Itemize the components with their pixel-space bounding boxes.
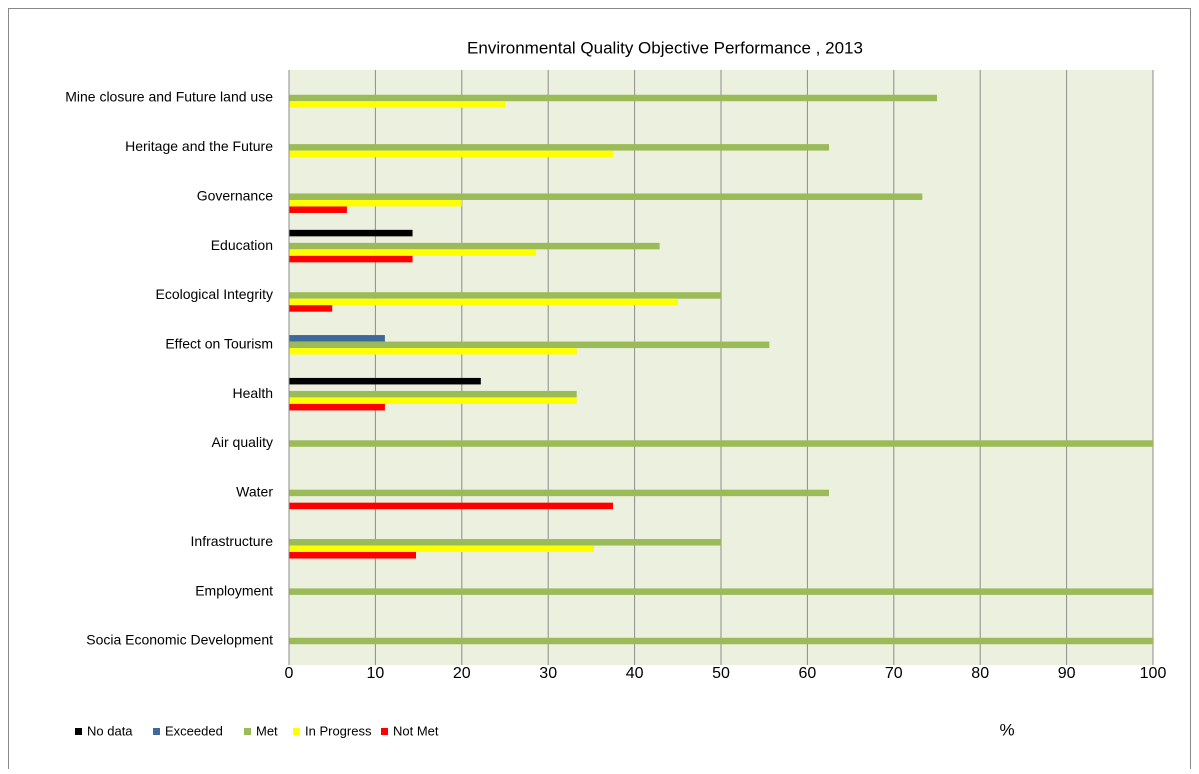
x-tick-label: 40 <box>626 665 644 682</box>
bar <box>289 341 770 349</box>
x-tick-label: 10 <box>367 665 385 682</box>
bar <box>289 199 462 207</box>
x-tick-label: 60 <box>799 665 817 682</box>
bar <box>289 229 413 237</box>
legend-swatch <box>381 728 388 735</box>
bar <box>289 440 1153 447</box>
legend-swatch <box>244 728 251 735</box>
y-tick-label: Employment <box>195 582 273 598</box>
bar <box>289 249 537 256</box>
bar <box>289 502 613 510</box>
y-tick-label: Mine closure and Future land use <box>65 89 273 105</box>
x-axis-label: % <box>999 720 1014 739</box>
y-tick-label: Socia Economic Development <box>86 632 273 648</box>
bar <box>289 242 660 250</box>
bar <box>289 298 678 306</box>
x-tick-label: 80 <box>971 665 989 682</box>
bar <box>289 539 721 546</box>
x-tick-label: 30 <box>539 665 557 682</box>
x-tick-label: 90 <box>1058 665 1076 682</box>
legend-label: No data <box>87 723 133 738</box>
legend-label: In Progress <box>305 723 372 738</box>
bar <box>289 588 1153 595</box>
y-tick-label: Heritage and the Future <box>125 138 273 154</box>
bar <box>289 390 577 398</box>
bar <box>289 305 333 312</box>
bar <box>289 637 1153 645</box>
bar <box>289 144 829 151</box>
bar <box>289 403 385 411</box>
y-tick-label: Governance <box>197 187 273 203</box>
x-tick-label: 70 <box>885 665 903 682</box>
legend-swatch <box>75 728 82 735</box>
y-tick-label: Air quality <box>212 434 273 450</box>
bar <box>289 292 721 299</box>
y-tick-label: Education <box>211 237 273 253</box>
bar <box>289 255 413 263</box>
legend-label: Exceeded <box>165 723 223 738</box>
bar <box>289 335 385 342</box>
bar <box>289 206 347 213</box>
bar <box>289 552 417 559</box>
bar <box>289 377 481 385</box>
y-tick-label: Effect on Tourism <box>165 336 273 352</box>
bar <box>289 94 937 102</box>
bar <box>289 397 577 404</box>
bar <box>289 348 577 355</box>
bar <box>289 150 613 158</box>
legend-swatch <box>153 728 160 735</box>
y-tick-label: Health <box>233 385 273 401</box>
bar <box>289 101 505 108</box>
legend-label: Met <box>256 723 278 738</box>
y-tick-label: Water <box>236 484 273 500</box>
y-tick-label: Infrastructure <box>191 533 274 549</box>
bar <box>289 545 594 553</box>
x-tick-label: 50 <box>712 665 730 682</box>
legend-label: Not Met <box>393 723 439 738</box>
x-tick-label: 0 <box>285 665 294 682</box>
y-tick-label: Ecological Integrity <box>155 286 273 302</box>
legend-swatch <box>293 728 300 735</box>
chart-title: Environmental Quality Objective Performa… <box>467 38 863 57</box>
bar <box>289 193 923 200</box>
x-tick-label: 100 <box>1140 665 1167 682</box>
bar <box>289 489 829 497</box>
x-tick-label: 20 <box>453 665 471 682</box>
